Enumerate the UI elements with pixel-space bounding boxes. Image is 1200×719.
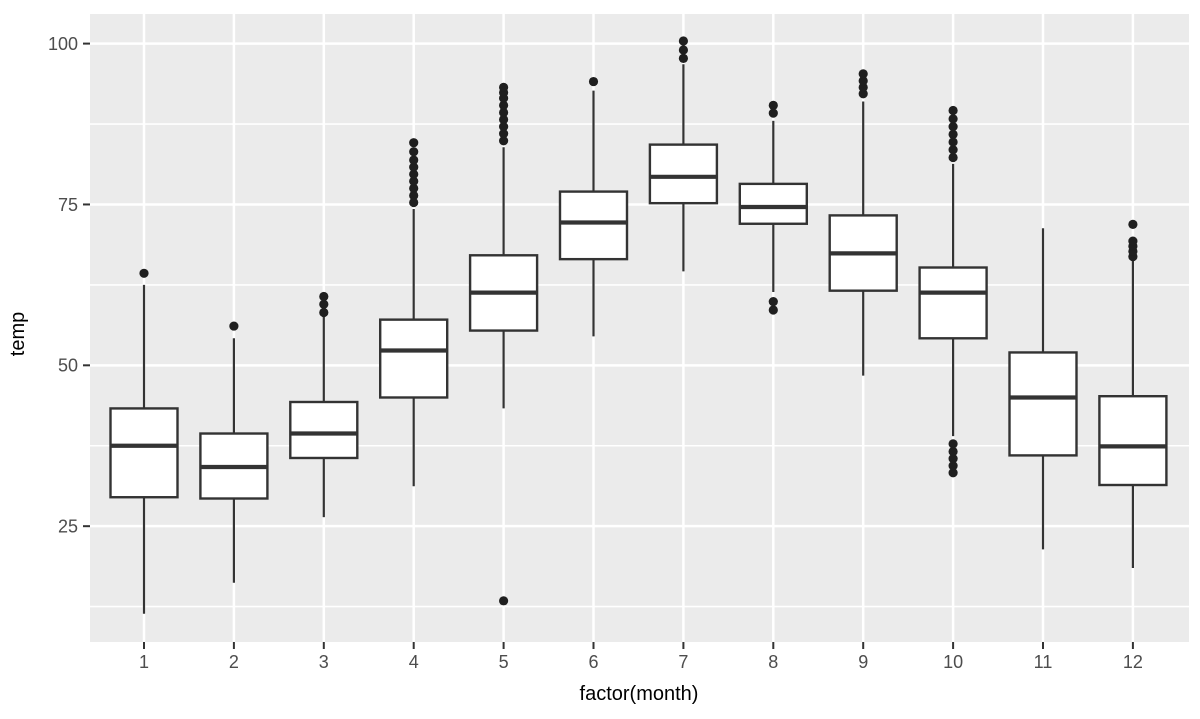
boxplot-month-4	[379, 138, 449, 487]
y-axis-title: temp	[7, 312, 29, 356]
boxplot-month-10	[918, 105, 988, 478]
outlier-dot	[319, 291, 329, 302]
iqr-box	[289, 400, 359, 460]
outlier-dot	[499, 129, 509, 139]
outlier-dot	[948, 446, 958, 457]
x-tick-label: 4	[409, 652, 419, 672]
outlier-dot	[948, 468, 958, 478]
outlier-dot	[229, 321, 239, 331]
outlier-dot	[409, 138, 419, 148]
outlier-dot	[499, 136, 509, 146]
outlier-dot	[409, 155, 419, 165]
outlier-dot	[948, 114, 958, 124]
outlier-dot	[768, 305, 778, 315]
x-tick-label: 10	[943, 652, 963, 672]
outlier-dot	[948, 137, 958, 147]
outlier-dot	[948, 145, 958, 155]
outlier-dot	[409, 162, 419, 172]
outlier-dot	[409, 147, 419, 157]
iqr-box	[738, 182, 808, 225]
outlier-dot	[858, 69, 868, 79]
outlier-dot	[768, 297, 778, 307]
outlier-dot	[948, 461, 958, 471]
boxplot-month-7	[648, 36, 719, 272]
boxplot-month-8	[738, 100, 808, 315]
outlier-dot	[319, 299, 329, 309]
outlier-dot	[948, 129, 958, 139]
x-tick-label: 1	[139, 652, 149, 672]
x-tick-label: 9	[858, 652, 868, 672]
boxplot-month-12	[1098, 219, 1168, 569]
iqr-box	[918, 266, 988, 340]
x-tick-label: 7	[678, 652, 688, 672]
plot-panel	[90, 14, 1189, 642]
x-tick-label: 8	[768, 652, 778, 672]
outlier-dot	[948, 152, 958, 163]
outlier-dot	[409, 169, 419, 179]
x-tick-label: 12	[1123, 652, 1143, 672]
x-tick-label: 11	[1034, 652, 1053, 672]
outlier-dot	[1128, 219, 1138, 230]
outlier-dot	[499, 114, 509, 125]
x-tick-label: 5	[499, 652, 509, 672]
outlier-dot	[319, 307, 329, 318]
outlier-dot	[858, 89, 868, 99]
boxplot-month-9	[828, 69, 898, 376]
outlier-dot	[678, 36, 689, 46]
outlier-dot	[499, 596, 509, 606]
y-tick-label: 50	[58, 356, 78, 376]
outlier-dot	[948, 439, 958, 449]
outlier-dot	[499, 122, 509, 132]
iqr-box	[648, 143, 719, 205]
outlier-dot	[858, 76, 868, 86]
x-tick-label: 6	[588, 652, 598, 672]
outlier-dot	[409, 190, 419, 201]
iqr-box	[379, 318, 449, 399]
boxplot-month-3	[289, 291, 359, 518]
outlier-dot	[409, 183, 419, 193]
y-tick-label: 100	[48, 34, 78, 54]
outlier-dot	[858, 82, 868, 92]
outlier-dot	[409, 197, 419, 208]
outlier-dot	[678, 45, 689, 55]
outlier-dot	[499, 100, 509, 110]
outlier-dot	[768, 108, 778, 118]
boxplot-month-11	[1008, 228, 1078, 550]
y-tick-label: 25	[58, 516, 78, 536]
boxplot-month-5	[468, 82, 539, 606]
iqr-box	[1098, 395, 1168, 487]
outlier-dot	[1128, 236, 1138, 246]
outlier-dot	[409, 176, 419, 186]
outlier-dot	[499, 82, 509, 92]
outlier-dot	[948, 105, 958, 116]
iqr-box	[109, 407, 179, 499]
iqr-box	[558, 190, 629, 261]
outlier-dot	[139, 268, 149, 278]
outlier-dot	[678, 53, 689, 63]
boxplot-month-2	[199, 321, 269, 583]
iqr-box	[1008, 351, 1078, 457]
outlier-dot	[948, 454, 958, 464]
boxplot-month-6	[558, 76, 629, 337]
x-axis-title: factor(month)	[580, 683, 699, 705]
x-tick-label: 3	[319, 652, 329, 672]
outlier-dot	[499, 107, 509, 118]
outlier-dot	[768, 100, 778, 110]
boxplot-month-1	[109, 268, 179, 614]
y-tick-label: 75	[58, 195, 78, 215]
x-tick-label: 2	[229, 652, 239, 672]
outlier-dot	[588, 76, 599, 87]
outlier-dot	[948, 122, 958, 132]
